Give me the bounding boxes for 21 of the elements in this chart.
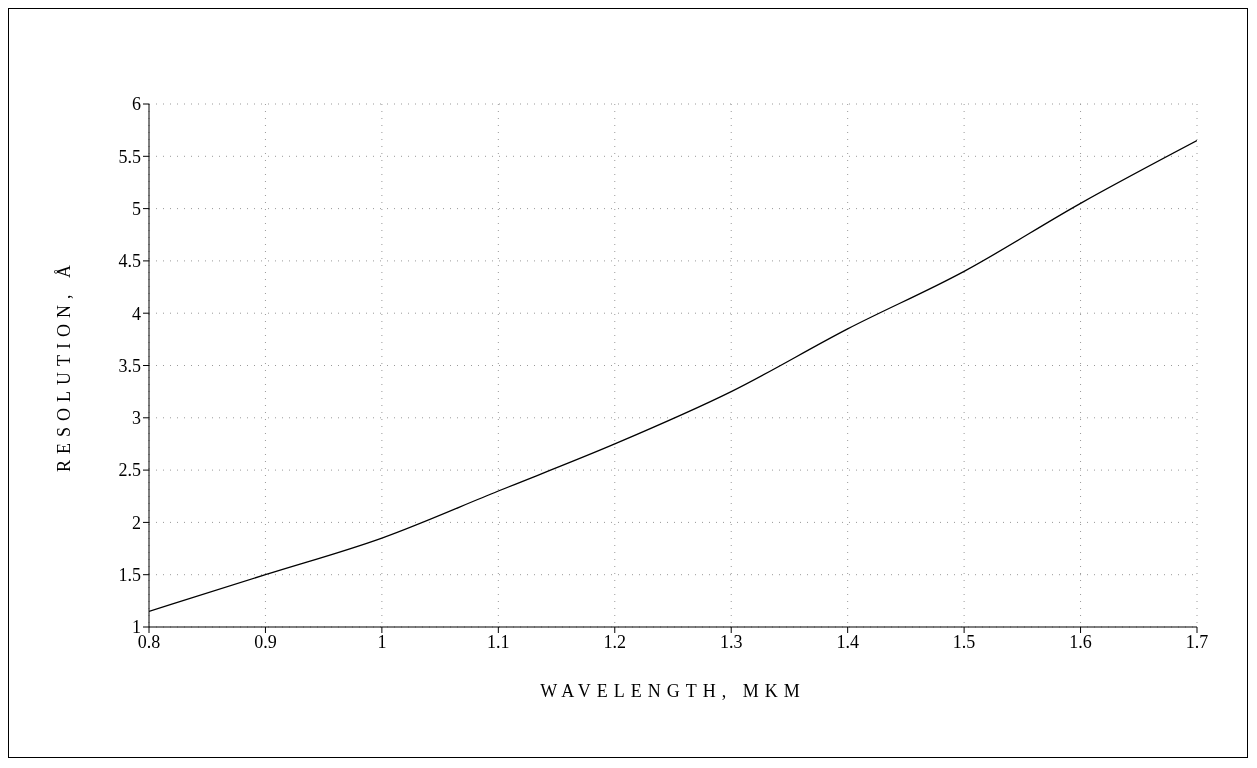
y-tick-label: 1.5 [118,565,141,586]
y-tick-label: 2.5 [118,460,141,481]
x-tick-label: 0.9 [254,631,277,652]
x-axis-title: WAVELENGTH, MKM [540,681,806,701]
y-tick-label: 6 [132,94,141,115]
x-tick-label: 1.2 [603,631,627,652]
y-tick-label: 3.5 [118,355,141,376]
x-tick-label: 1.5 [952,631,976,652]
y-tick-label: 3 [132,408,141,429]
x-tick-label: 1 [377,631,387,652]
y-tick-label: 2 [132,512,141,533]
y-axis-title: RESOLUTION, Å [54,259,75,472]
x-tick-label: 1.1 [487,631,510,652]
x-tick-label: 1.3 [719,631,743,652]
x-tick-label: 1.7 [1185,631,1209,652]
x-tick-label: 1.6 [1069,631,1092,652]
y-tick-label: 4 [132,303,141,324]
y-tick-label: 5 [132,198,141,219]
y-tick-label: 4.5 [118,251,141,272]
y-tick-label: 5.5 [118,146,141,167]
x-tick-label: 1.4 [836,631,859,652]
